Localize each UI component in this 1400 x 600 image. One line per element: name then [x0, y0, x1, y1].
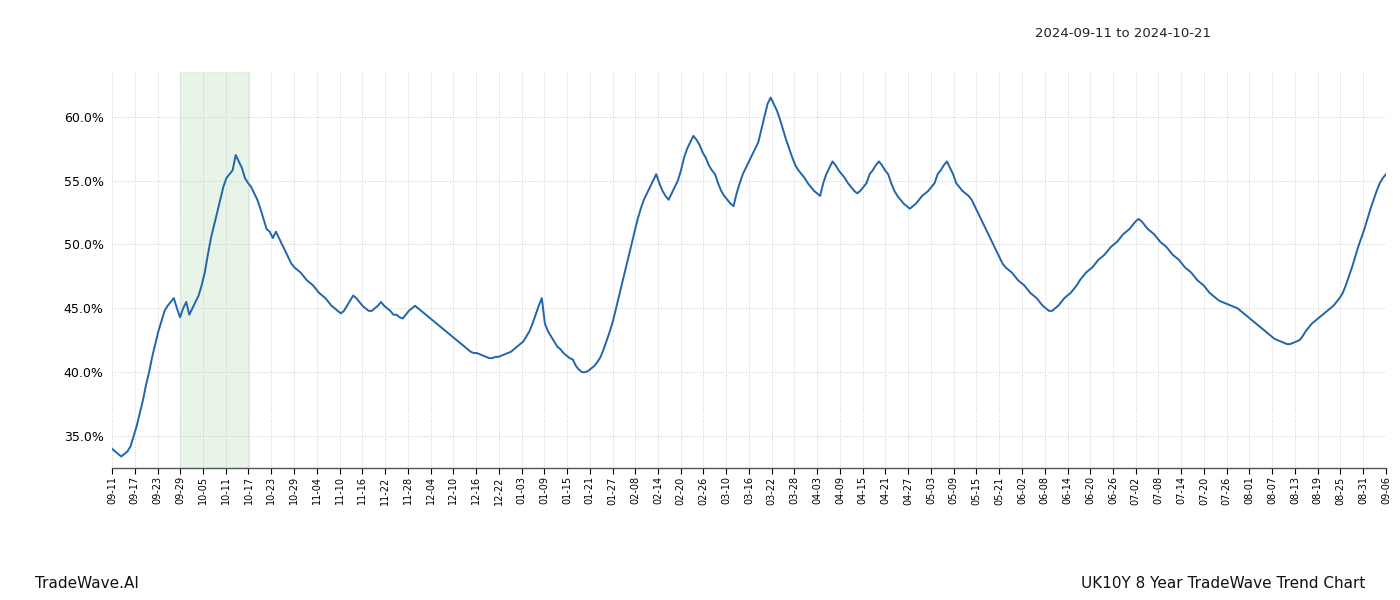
Text: TradeWave.AI: TradeWave.AI [35, 576, 139, 591]
Text: 2024-09-11 to 2024-10-21: 2024-09-11 to 2024-10-21 [1035, 27, 1211, 40]
Text: UK10Y 8 Year TradeWave Trend Chart: UK10Y 8 Year TradeWave Trend Chart [1081, 576, 1365, 591]
Bar [181, 72, 249, 468]
